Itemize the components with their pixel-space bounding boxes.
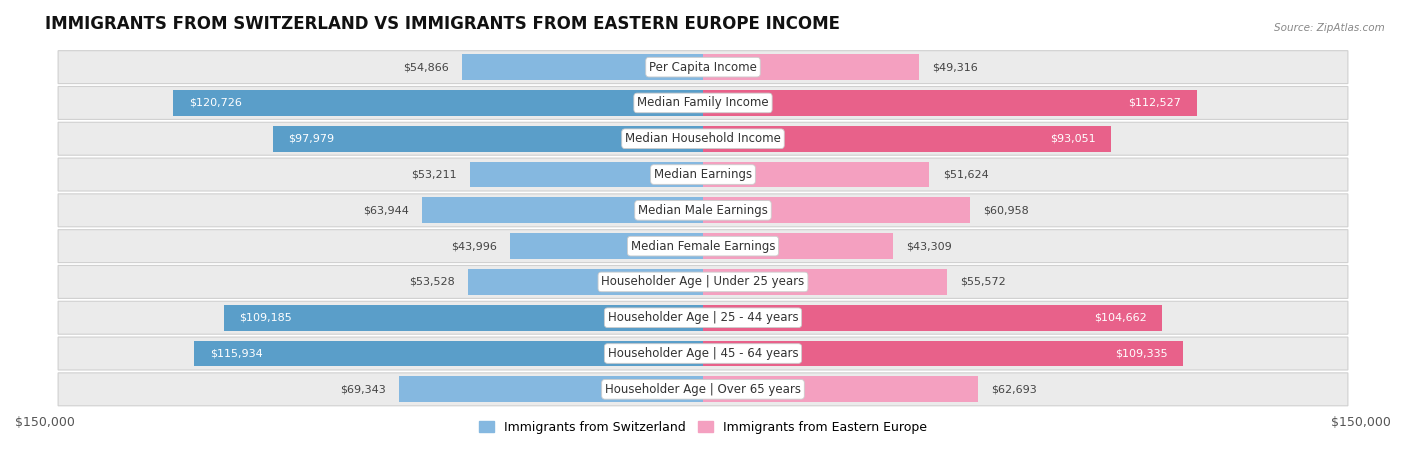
Bar [703,54,920,80]
Text: $93,051: $93,051 [1050,134,1095,144]
Text: Median Male Earnings: Median Male Earnings [638,204,768,217]
Bar [173,90,703,116]
Text: $115,934: $115,934 [209,348,263,359]
Legend: Immigrants from Switzerland, Immigrants from Eastern Europe: Immigrants from Switzerland, Immigrants … [479,421,927,434]
FancyBboxPatch shape [58,373,1348,406]
Bar [224,305,703,331]
Bar [703,269,946,295]
Text: $62,693: $62,693 [991,384,1038,394]
Bar [510,233,703,259]
Text: $49,316: $49,316 [932,62,979,72]
Bar [703,233,893,259]
Text: $109,335: $109,335 [1115,348,1167,359]
Text: $55,572: $55,572 [960,277,1005,287]
Bar [703,305,1163,331]
Bar [703,198,970,223]
FancyBboxPatch shape [58,51,1348,84]
Bar [422,198,703,223]
Text: $43,309: $43,309 [905,241,952,251]
Text: $104,662: $104,662 [1094,313,1147,323]
FancyBboxPatch shape [58,158,1348,191]
FancyBboxPatch shape [58,122,1348,155]
Bar [470,162,703,187]
Text: IMMIGRANTS FROM SWITZERLAND VS IMMIGRANTS FROM EASTERN EUROPE INCOME: IMMIGRANTS FROM SWITZERLAND VS IMMIGRANT… [45,15,839,33]
Bar [194,340,703,367]
FancyBboxPatch shape [58,301,1348,334]
FancyBboxPatch shape [58,265,1348,298]
Text: $109,185: $109,185 [239,313,292,323]
Text: $112,527: $112,527 [1129,98,1181,108]
Text: Householder Age | 25 - 44 years: Householder Age | 25 - 44 years [607,311,799,324]
Text: $53,211: $53,211 [411,170,457,179]
Bar [703,90,1197,116]
Text: Householder Age | Under 25 years: Householder Age | Under 25 years [602,276,804,289]
Text: $53,528: $53,528 [409,277,456,287]
Text: Median Female Earnings: Median Female Earnings [631,240,775,253]
Text: Source: ZipAtlas.com: Source: ZipAtlas.com [1274,23,1385,33]
Text: Householder Age | Over 65 years: Householder Age | Over 65 years [605,383,801,396]
Bar [273,126,703,152]
Bar [703,340,1182,367]
Text: Householder Age | 45 - 64 years: Householder Age | 45 - 64 years [607,347,799,360]
Text: $51,624: $51,624 [942,170,988,179]
Text: $43,996: $43,996 [451,241,496,251]
Text: $69,343: $69,343 [340,384,385,394]
FancyBboxPatch shape [58,86,1348,120]
Text: Median Family Income: Median Family Income [637,97,769,109]
Text: $120,726: $120,726 [188,98,242,108]
Bar [703,376,979,402]
Bar [703,126,1111,152]
Text: $97,979: $97,979 [288,134,335,144]
Bar [399,376,703,402]
Bar [463,54,703,80]
Bar [703,162,929,187]
Text: $63,944: $63,944 [363,205,409,215]
FancyBboxPatch shape [58,194,1348,227]
Text: $60,958: $60,958 [984,205,1029,215]
FancyBboxPatch shape [58,230,1348,262]
Text: Per Capita Income: Per Capita Income [650,61,756,74]
Text: Median Earnings: Median Earnings [654,168,752,181]
FancyBboxPatch shape [58,337,1348,370]
Bar [468,269,703,295]
Text: Median Household Income: Median Household Income [626,132,780,145]
Text: $54,866: $54,866 [404,62,449,72]
